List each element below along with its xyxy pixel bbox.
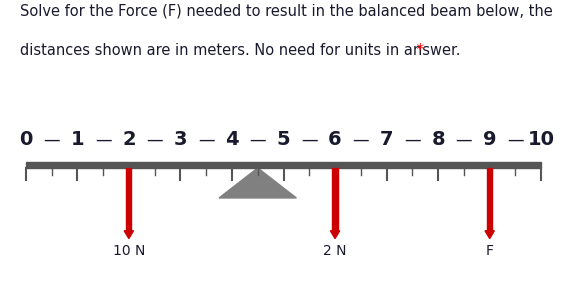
- Text: 9: 9: [483, 130, 497, 149]
- Text: Solve for the Force (F) needed to result in the balanced beam below, the: Solve for the Force (F) needed to result…: [20, 3, 553, 18]
- Text: —: —: [95, 131, 111, 149]
- Text: 4: 4: [225, 130, 239, 149]
- Text: F: F: [486, 244, 494, 258]
- Text: *: *: [412, 43, 424, 58]
- Text: 3: 3: [174, 130, 187, 149]
- Text: —: —: [353, 131, 369, 149]
- Text: distances shown are in meters. No need for units in answer.: distances shown are in meters. No need f…: [20, 43, 460, 58]
- Text: —: —: [198, 131, 214, 149]
- Text: 1: 1: [70, 130, 84, 149]
- Text: —: —: [456, 131, 472, 149]
- Text: —: —: [249, 131, 266, 149]
- Text: 6: 6: [328, 130, 342, 149]
- Text: —: —: [146, 131, 163, 149]
- Text: 5: 5: [277, 130, 290, 149]
- Text: 10 N: 10 N: [113, 244, 145, 258]
- Polygon shape: [219, 168, 297, 198]
- Text: 0: 0: [19, 130, 32, 149]
- Bar: [126, 168, 132, 231]
- Text: —: —: [507, 131, 524, 149]
- Text: 7: 7: [380, 130, 393, 149]
- Text: 2: 2: [122, 130, 136, 149]
- Bar: [26, 162, 541, 168]
- Text: 2 N: 2 N: [323, 244, 347, 258]
- Polygon shape: [331, 231, 340, 239]
- Bar: [332, 168, 337, 231]
- Polygon shape: [124, 231, 133, 239]
- Text: —: —: [404, 131, 421, 149]
- Text: 10: 10: [528, 130, 555, 149]
- Polygon shape: [485, 231, 494, 239]
- Text: —: —: [43, 131, 60, 149]
- Text: 8: 8: [431, 130, 445, 149]
- Bar: [487, 168, 492, 231]
- Text: —: —: [301, 131, 318, 149]
